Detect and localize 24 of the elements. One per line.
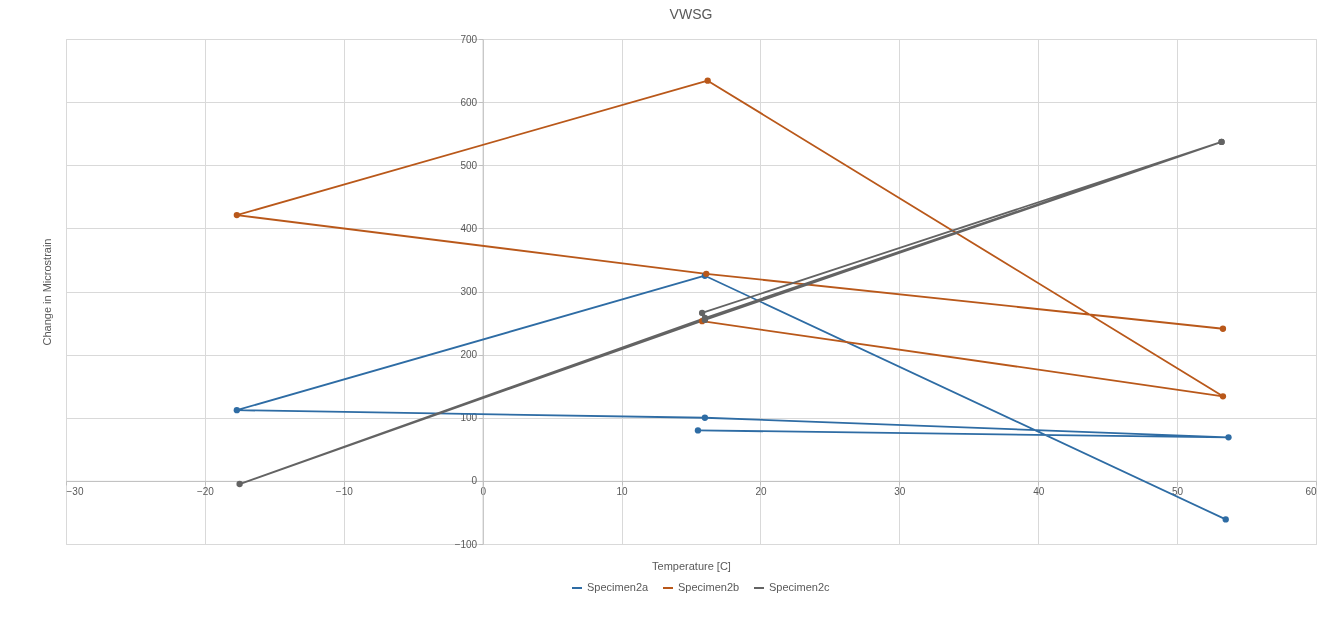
legend-label: Specimen2b xyxy=(678,581,740,593)
x-tick-label: 60 xyxy=(1305,486,1317,498)
x-tick-label: 40 xyxy=(1033,486,1045,498)
legend-label: Specimen2c xyxy=(769,581,831,593)
y-tick-label: 300 xyxy=(460,286,478,297)
y-axis-title: Change in Microstrain xyxy=(40,238,53,346)
y-tick-label: 200 xyxy=(460,349,478,361)
y-tick-label: 600 xyxy=(460,96,478,108)
x-tick-label: 10 xyxy=(616,486,629,498)
y-tick-label: 400 xyxy=(460,222,478,234)
y-tick-label: 700 xyxy=(460,33,478,45)
x-tick-label: 0 xyxy=(480,486,487,498)
x-tick-label: −30 xyxy=(66,486,84,498)
x-tick-label: 30 xyxy=(894,486,906,498)
x-tick-label: 50 xyxy=(1172,486,1184,498)
y-tick-label: 500 xyxy=(460,159,478,171)
x-tick-label: −20 xyxy=(196,486,215,498)
x-tick-label: 20 xyxy=(755,486,767,498)
x-axis-title: Temperature [C] xyxy=(652,559,731,572)
legend-label: Specimen2a xyxy=(587,581,650,593)
y-tick-label: −100 xyxy=(454,538,478,550)
y-tick-label: 0 xyxy=(471,475,478,487)
chart-title: VWSG xyxy=(669,6,713,22)
x-tick-label: −10 xyxy=(335,486,354,498)
